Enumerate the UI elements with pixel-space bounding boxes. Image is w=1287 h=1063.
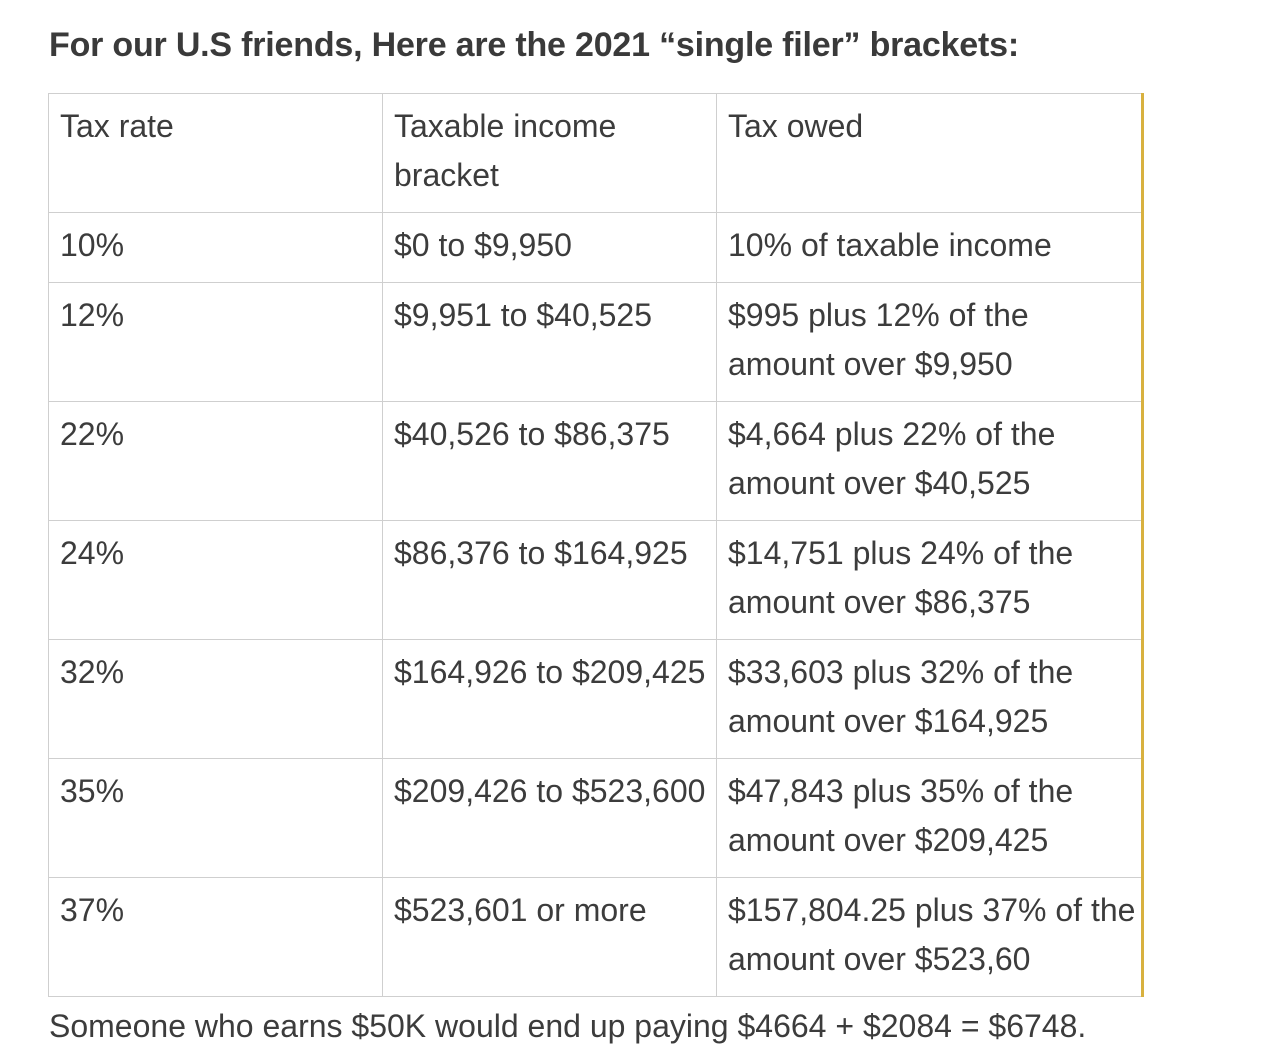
cell-tax-owed: $33,603 plus 32% of the amount over $164… xyxy=(716,639,1144,759)
cell-tax-rate: 37% xyxy=(48,877,383,997)
table-row: 35% $209,426 to $523,600 $47,843 plus 35… xyxy=(48,758,1144,878)
cell-tax-rate: 35% xyxy=(48,758,383,878)
cell-income-bracket: $209,426 to $523,600 xyxy=(382,758,717,878)
cell-tax-owed: $4,664 plus 22% of the amount over $40,5… xyxy=(716,401,1144,521)
cell-income-bracket: $9,951 to $40,525 xyxy=(382,282,717,402)
cell-tax-owed: $995 plus 12% of the amount over $9,950 xyxy=(716,282,1144,402)
cell-tax-rate: 10% xyxy=(48,212,383,283)
cell-income-bracket: $0 to $9,950 xyxy=(382,212,717,283)
cell-tax-rate: 24% xyxy=(48,520,383,640)
cell-tax-owed: $157,804.25 plus 37% of the amount over … xyxy=(716,877,1144,997)
cell-tax-owed: $14,751 plus 24% of the amount over $86,… xyxy=(716,520,1144,640)
table-header-row: Tax rate Taxable income bracket Tax owed xyxy=(48,93,1144,213)
cell-tax-rate: 22% xyxy=(48,401,383,521)
table-row: 24% $86,376 to $164,925 $14,751 plus 24%… xyxy=(48,520,1144,640)
cell-income-bracket: $40,526 to $86,375 xyxy=(382,401,717,521)
cell-income-bracket: $164,926 to $209,425 xyxy=(382,639,717,759)
table-row: 37% $523,601 or more $157,804.25 plus 37… xyxy=(48,877,1144,997)
cell-tax-rate: 32% xyxy=(48,639,383,759)
header-taxable-income-bracket: Taxable income bracket xyxy=(382,93,717,213)
cell-tax-owed: $47,843 plus 35% of the amount over $209… xyxy=(716,758,1144,878)
table-row: 10% $0 to $9,950 10% of taxable income xyxy=(48,212,1144,283)
summary-text: Someone who earns $50K would end up payi… xyxy=(49,1008,1087,1044)
table-row: 12% $9,951 to $40,525 $995 plus 12% of t… xyxy=(48,282,1144,402)
header-tax-rate: Tax rate xyxy=(48,93,383,213)
cell-tax-rate: 12% xyxy=(48,282,383,402)
cell-income-bracket: $86,376 to $164,925 xyxy=(382,520,717,640)
page-heading: For our U.S friends, Here are the 2021 “… xyxy=(49,26,1019,64)
table-row: 22% $40,526 to $86,375 $4,664 plus 22% o… xyxy=(48,401,1144,521)
header-tax-owed: Tax owed xyxy=(716,93,1144,213)
cell-income-bracket: $523,601 or more xyxy=(382,877,717,997)
tax-brackets-table: Tax rate Taxable income bracket Tax owed… xyxy=(48,93,1144,997)
table-row: 32% $164,926 to $209,425 $33,603 plus 32… xyxy=(48,639,1144,759)
cell-tax-owed: 10% of taxable income xyxy=(716,212,1144,283)
